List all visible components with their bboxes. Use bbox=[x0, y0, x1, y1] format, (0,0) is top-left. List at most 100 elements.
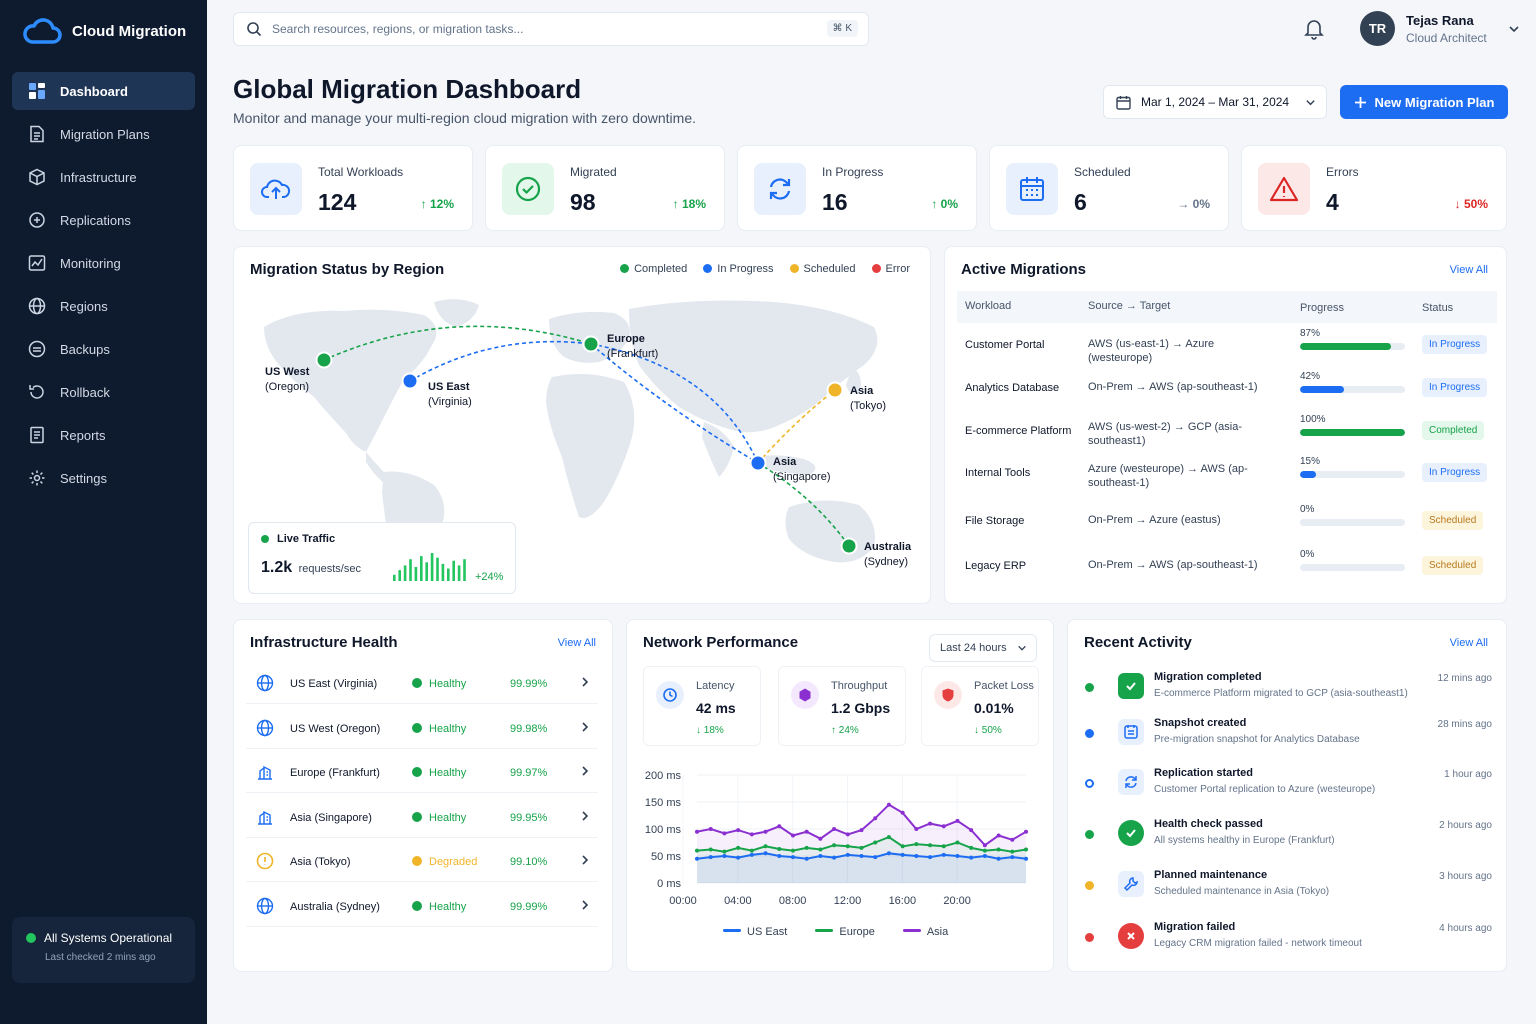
notification-bell-icon[interactable] bbox=[1304, 18, 1324, 40]
data-point bbox=[708, 847, 713, 852]
activity-item[interactable]: Migration completed E-commerce Platform m… bbox=[1082, 671, 1492, 717]
data-point bbox=[859, 845, 864, 850]
data-point bbox=[722, 854, 727, 858]
timeline-dot bbox=[1085, 779, 1094, 788]
progress-percent: 0% bbox=[1300, 504, 1315, 515]
stat-value: 6 bbox=[1074, 189, 1087, 215]
data-point bbox=[845, 852, 850, 857]
data-point bbox=[955, 818, 960, 823]
data-point bbox=[736, 828, 741, 833]
metric-label: Throughput bbox=[831, 680, 888, 692]
health-status: Healthy bbox=[412, 900, 466, 913]
city-label-us-west[interactable]: US West (Oregon) bbox=[265, 366, 310, 393]
search-icon bbox=[247, 22, 262, 37]
data-point bbox=[695, 829, 699, 834]
traffic-bar bbox=[441, 563, 445, 581]
x-circle-icon bbox=[1118, 923, 1144, 949]
health-status: Healthy bbox=[412, 767, 466, 779]
sidebar-item-replications[interactable]: Replications bbox=[12, 201, 195, 239]
activity-item[interactable]: Planned maintenance Scheduled maintenance… bbox=[1082, 869, 1492, 915]
time-range-value: Last 24 hours bbox=[940, 642, 1007, 654]
activity-title: Recent Activity bbox=[1084, 634, 1192, 651]
user-menu[interactable]: TR Tejas Rana Cloud Architect bbox=[1360, 11, 1520, 46]
sidebar-item-dashboard[interactable]: Dashboard bbox=[12, 72, 195, 110]
time-range-select[interactable]: Last 24 hours bbox=[929, 634, 1037, 662]
col-progress: Progress bbox=[1300, 302, 1345, 314]
x-tick-label: 04:00 bbox=[724, 895, 752, 907]
city-label-us-east[interactable]: US East (Virginia) bbox=[428, 381, 472, 408]
activity-item[interactable]: Replication started Customer Portal repli… bbox=[1082, 767, 1492, 813]
infra-row[interactable]: US East (Virginia) Healthy 99.99% bbox=[246, 664, 598, 704]
marker-europe bbox=[582, 335, 600, 353]
sidebar-item-infrastructure[interactable]: Infrastructure bbox=[12, 158, 195, 196]
activity-item[interactable]: Health check passed All systems healthy i… bbox=[1082, 818, 1492, 864]
chevron-right-icon[interactable] bbox=[580, 721, 590, 736]
data-point bbox=[708, 827, 713, 831]
infra-row[interactable]: Europe (Frankfurt) Healthy 99.97% bbox=[246, 753, 598, 793]
stat-label: Scheduled bbox=[1074, 165, 1131, 179]
page-subtitle: Monitor and manage your multi-region clo… bbox=[233, 110, 696, 126]
region-name: Asia (Singapore) bbox=[290, 811, 372, 824]
data-point bbox=[859, 854, 864, 858]
activity-item[interactable]: Migration failed Legacy CRM migration fai… bbox=[1082, 921, 1492, 967]
status-badge: Completed bbox=[1422, 421, 1485, 440]
sidebar-item-backups[interactable]: Backups bbox=[12, 330, 195, 368]
new-migration-plan-button[interactable]: New Migration Plan bbox=[1340, 85, 1508, 119]
y-tick-label: 0 ms bbox=[657, 878, 681, 890]
check-circle-icon bbox=[1118, 820, 1144, 846]
activity-view-all[interactable]: View All bbox=[1449, 637, 1488, 649]
data-point bbox=[996, 856, 1001, 861]
city-label-asia-singapore[interactable]: Asia (Singapore) bbox=[773, 456, 831, 483]
progress-percent: 100% bbox=[1300, 414, 1326, 425]
data-point bbox=[763, 829, 768, 834]
activity-time: 12 mins ago bbox=[1437, 673, 1492, 684]
infra-row[interactable]: US West (Oregon) Healthy 99.98% bbox=[246, 709, 598, 749]
workload-name: Customer Portal bbox=[965, 339, 1045, 351]
uptime-value: 99.99% bbox=[510, 678, 548, 690]
city-label-asia-tokyo[interactable]: Asia (Tokyo) bbox=[850, 385, 887, 412]
sidebar-item-reports[interactable]: Reports bbox=[12, 416, 195, 454]
infra-row[interactable]: Asia (Tokyo) Degraded 99.10% bbox=[246, 842, 598, 882]
network-latency-chart: 200 ms 150 ms 100 ms 50 ms 0 ms 00:00 04:00 08:… bbox=[645, 770, 1028, 907]
source-target: On-Prem → AWS (ap-southeast-1) bbox=[1088, 559, 1258, 571]
metric-change: ↓ 50% bbox=[974, 725, 1002, 736]
x-tick-label: 12:00 bbox=[834, 895, 862, 907]
chevron-right-icon[interactable] bbox=[580, 854, 590, 869]
chevron-right-icon[interactable] bbox=[580, 676, 590, 691]
infra-row[interactable]: Australia (Sydney) Healthy 99.99% bbox=[246, 887, 598, 927]
hexagon-icon bbox=[791, 681, 819, 709]
status-badge: In Progress bbox=[1422, 463, 1488, 482]
chart-legend: US East Europe Asia bbox=[723, 926, 948, 938]
metric-throughput: Throughput 1.2 Gbps ↑ 24% bbox=[778, 666, 906, 746]
chevron-right-icon[interactable] bbox=[580, 899, 590, 914]
marker-asia-tokyo bbox=[826, 381, 844, 399]
search-bar[interactable]: ⌘ K bbox=[233, 12, 869, 46]
sidebar-item-rollback[interactable]: Rollback bbox=[12, 373, 195, 411]
sidebar-item-monitoring[interactable]: Monitoring bbox=[12, 244, 195, 282]
sidebar-item-migration-plans[interactable]: Migration Plans bbox=[12, 115, 195, 153]
chevron-right-icon[interactable] bbox=[580, 810, 590, 825]
timeline-dot bbox=[1085, 881, 1094, 890]
sidebar-item-settings[interactable]: Settings bbox=[12, 459, 195, 497]
data-point bbox=[914, 854, 919, 858]
activity-item[interactable]: Snapshot created Pre-migration snapshot f… bbox=[1082, 717, 1492, 763]
infrastructure-view-all[interactable]: View All bbox=[557, 637, 596, 649]
network-performance-card: Network Performance Last 24 hours Latenc… bbox=[626, 619, 1054, 972]
progress-percent: 15% bbox=[1300, 456, 1321, 467]
city-label-europe[interactable]: Europe (Frankfurt) bbox=[607, 333, 659, 360]
active-migrations-view-all[interactable]: View All bbox=[1449, 264, 1488, 276]
user-name: Tejas Rana bbox=[1406, 12, 1474, 28]
city-label-australia[interactable]: Australia (Sydney) bbox=[864, 541, 912, 568]
data-point bbox=[1010, 849, 1015, 854]
brand[interactable]: Cloud Migration bbox=[22, 16, 186, 46]
data-point bbox=[1010, 855, 1015, 860]
date-range-picker[interactable]: Mar 1, 2024 – Mar 31, 2024 bbox=[1103, 85, 1327, 119]
sidebar-item-regions[interactable]: Regions bbox=[12, 287, 195, 325]
uptime-value: 99.95% bbox=[510, 811, 548, 824]
infra-row[interactable]: Asia (Singapore) Healthy 99.95% bbox=[246, 798, 598, 838]
traffic-bar bbox=[393, 574, 396, 581]
chevron-right-icon[interactable] bbox=[580, 765, 590, 780]
traffic-bar bbox=[398, 570, 401, 581]
search-input[interactable] bbox=[272, 22, 812, 36]
marker-asia-singapore bbox=[749, 454, 767, 472]
